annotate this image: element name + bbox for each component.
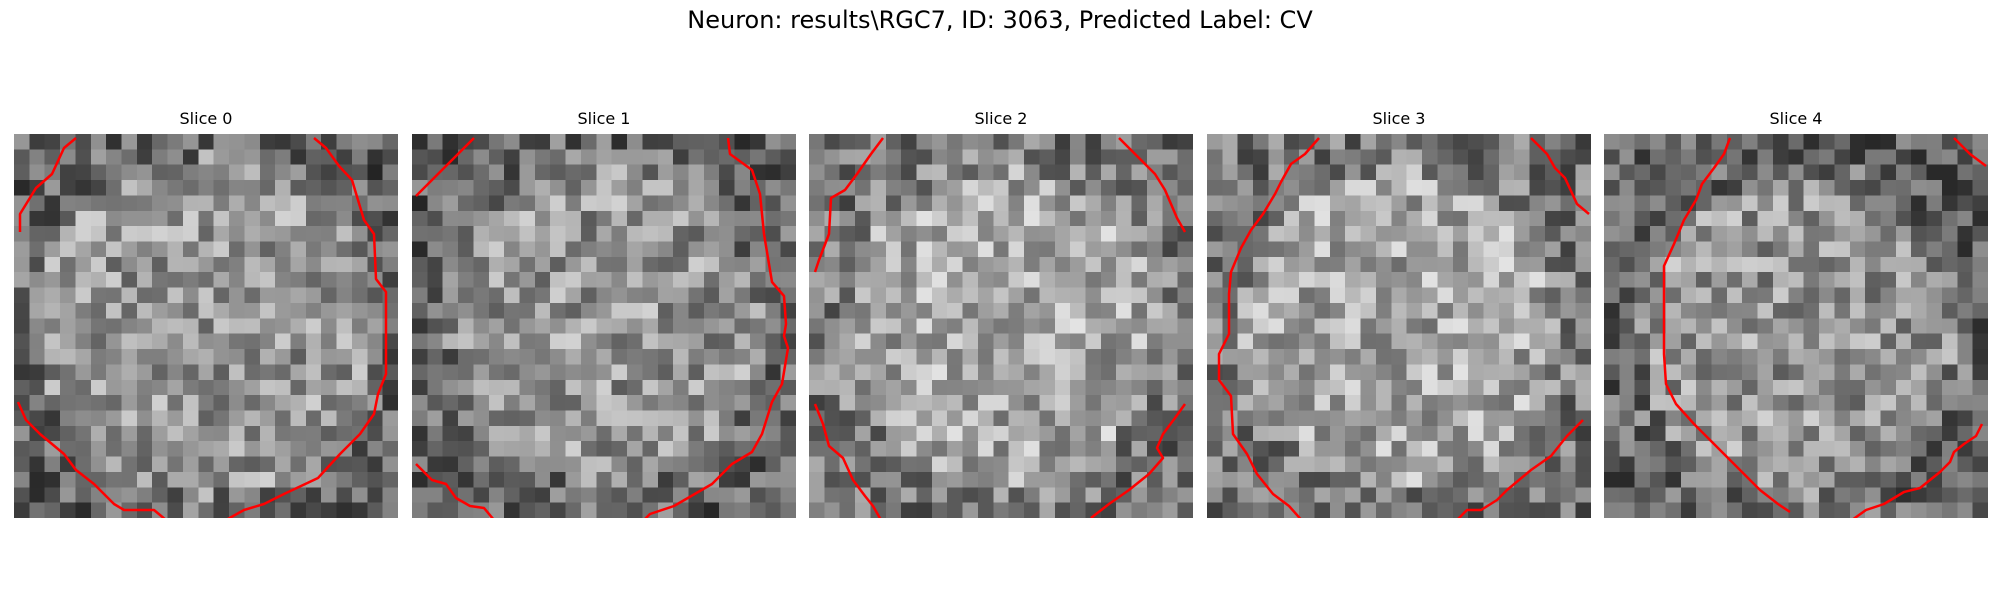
slice-image-4 (1604, 134, 1988, 518)
pixel-grid (1207, 134, 1591, 518)
slice-title-3: Slice 3 (1372, 109, 1426, 128)
figure-title: Neuron: results\RGC7, ID: 3063, Predicte… (687, 6, 1313, 34)
pixel-grid (1604, 134, 1988, 518)
contour-line-2 (415, 463, 494, 518)
contour-line-1 (227, 137, 388, 518)
contour-line-1 (1530, 137, 1590, 215)
contour-line-2 (813, 403, 882, 518)
slice-title-0: Slice 0 (179, 109, 233, 128)
contour-line-0 (18, 137, 77, 232)
slice-image-0 (14, 134, 398, 518)
contour-line-0 (813, 137, 884, 273)
pixel-grid (412, 134, 796, 518)
slice-panel-0: Slice 0 (14, 108, 398, 518)
slice-title-2: Slice 2 (974, 109, 1028, 128)
pixel-grid (809, 134, 1193, 518)
contour-line-2 (1852, 423, 1984, 518)
contour-line-0 (1217, 137, 1320, 518)
slice-panel-3: Slice 3 (1207, 108, 1591, 518)
slice-image-2 (809, 134, 1193, 518)
slice-panel-1: Slice 1 (412, 108, 796, 518)
slice-title-1: Slice 1 (577, 109, 631, 128)
contour-line-0 (415, 137, 475, 197)
slice-panel-4: Slice 4 (1604, 108, 1988, 518)
contour-line-1 (1953, 137, 1987, 167)
contour-line-3 (1090, 403, 1187, 518)
contour-line-1 (1118, 137, 1187, 233)
slice-title-4: Slice 4 (1769, 109, 1823, 128)
contour-line-1 (644, 137, 790, 518)
pixel-grid (14, 134, 398, 518)
contour-line-0 (1662, 137, 1791, 514)
slice-image-3 (1207, 134, 1591, 518)
contour-line-2 (16, 401, 166, 518)
slice-panel-2: Slice 2 (809, 108, 1193, 518)
contour-line-2 (1457, 419, 1584, 518)
slice-image-1 (412, 134, 796, 518)
